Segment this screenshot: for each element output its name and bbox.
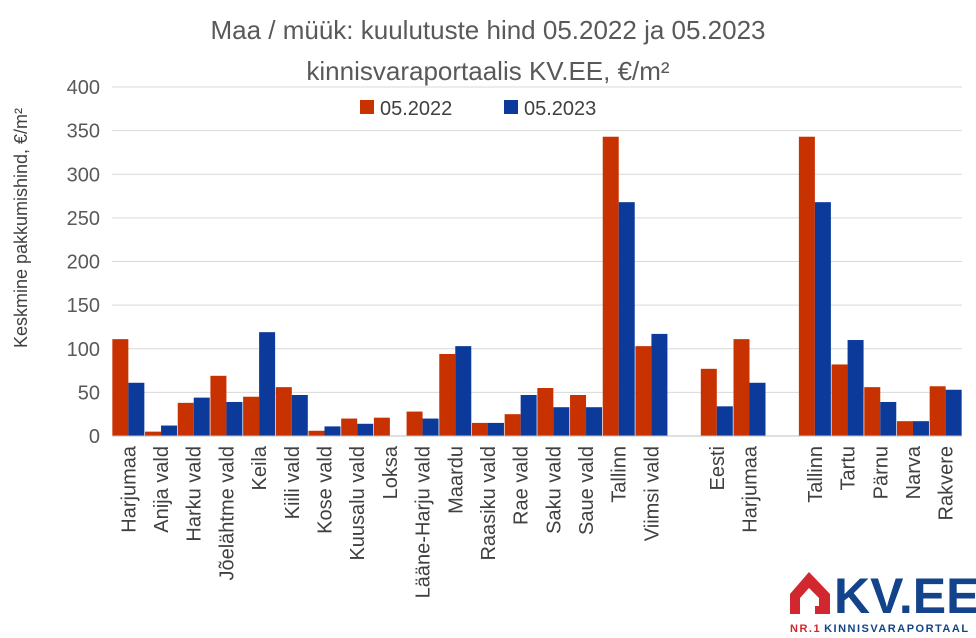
y-tick-label: 250 [67, 208, 100, 230]
bar-05.2023 [291, 394, 308, 436]
x-category-label: Anija vald [151, 446, 173, 533]
x-category-label: Keila [249, 445, 271, 490]
x-category-label: Pärnu [870, 446, 892, 499]
y-tick-label: 50 [78, 382, 100, 404]
legend-label-2022: 05.2022 [380, 98, 452, 120]
bar-05.2022 [406, 411, 423, 436]
bar-05.2022 [733, 339, 750, 436]
bar-05.2023 [422, 418, 439, 436]
bar-05.2023 [520, 394, 537, 436]
bar-05.2022 [275, 387, 292, 436]
x-category-label: Kuusalu vald [347, 446, 369, 561]
bar-05.2022 [439, 353, 456, 436]
bar-05.2022 [308, 430, 325, 436]
bar-05.2023 [193, 397, 210, 436]
bar-05.2022 [896, 421, 913, 436]
bar-05.2023 [455, 346, 472, 436]
bar-05.2022 [373, 417, 390, 436]
y-tick-label: 300 [67, 164, 100, 186]
legend-label-2023: 05.2023 [524, 98, 596, 120]
x-category-label: Kiili vald [282, 446, 304, 519]
legend-swatch-2023 [504, 100, 518, 114]
y-tick-label: 200 [67, 252, 100, 274]
bar-05.2022 [537, 388, 554, 436]
y-tick-label: 150 [67, 295, 100, 317]
x-category-label: Harjumaa [118, 445, 140, 533]
bar-05.2023 [128, 382, 145, 436]
x-category-label: Kose vald [315, 446, 337, 534]
bar-05.2022 [112, 339, 129, 436]
bar-05.2022 [831, 364, 848, 436]
chart-title: Maa / müük: kuulutuste hind 05.2022 ja 0… [210, 15, 765, 45]
bar-05.2022 [243, 396, 260, 436]
bar-05.2023 [880, 401, 897, 436]
bar-05.2023 [912, 421, 929, 436]
legend-swatch-2022 [360, 100, 374, 114]
x-category-label: Harku vald [184, 446, 206, 542]
y-tick-label: 400 [67, 77, 100, 99]
logo-tagline: NR.1 KINNISVARAPORTAAL [790, 623, 970, 635]
x-category-label: Tallinn [609, 446, 631, 503]
y-tick-label: 0 [89, 426, 100, 448]
x-category-label: Harjumaa [740, 445, 762, 533]
x-category-label: Jõelähtme vald [216, 446, 238, 581]
x-category-label: Saue vald [576, 446, 598, 535]
y-tick-label: 350 [67, 121, 100, 143]
logo-name: KV.EE [834, 568, 976, 624]
bar-05.2023 [618, 202, 635, 436]
bar-05.2022 [177, 402, 194, 436]
bar-05.2022 [635, 346, 652, 436]
y-tick-label: 100 [67, 339, 100, 361]
bar-05.2022 [471, 422, 488, 436]
bar-05.2023 [651, 333, 668, 436]
bar-05.2022 [700, 368, 717, 436]
chart-subtitle: kinnisvaraportaalis KV.EE, €/m² [306, 56, 670, 86]
x-category-label: Rae vald [511, 446, 533, 525]
x-category-label: Tallinn [805, 446, 827, 503]
x-category-label: Rakvere [936, 446, 958, 520]
bar-05.2022 [929, 386, 946, 436]
x-category-label: Tartu [838, 446, 860, 490]
x-category-label: Narva [903, 445, 925, 499]
gridlines [112, 86, 962, 393]
house-icon [790, 572, 830, 614]
x-category-label: Maardu [445, 446, 467, 514]
bar-05.2023 [226, 401, 243, 436]
x-category-label: Raasiku vald [478, 446, 500, 561]
bar-05.2023 [553, 407, 570, 436]
x-axis-categories: Harjumaa Anija vald Harku vald Jõelähtme va… [118, 445, 957, 598]
bar-05.2023 [324, 426, 341, 436]
bar-05.2022 [570, 394, 587, 436]
bar-05.2023 [259, 332, 276, 436]
x-category-label: Loksa [380, 445, 402, 499]
x-category-label: Viimsi vald [641, 446, 663, 541]
bar-05.2023 [716, 406, 733, 436]
x-category-label: Eesti [707, 446, 729, 490]
bar-05.2022 [145, 431, 162, 436]
bar-05.2022 [210, 375, 227, 436]
kv-ee-logo: KV.EE NR.1 KINNISVARAPORTAAL [790, 568, 976, 635]
bar-05.2022 [798, 136, 815, 437]
bar-05.2022 [504, 414, 521, 436]
y-axis-label: Keskmine pakkumishind, €/m² [11, 108, 31, 348]
bar-05.2023 [487, 422, 504, 436]
bar-05.2023 [586, 407, 603, 436]
x-category-label: Lääne-Harju vald [413, 446, 435, 598]
x-category-label: Saku vald [543, 446, 565, 534]
bar-05.2022 [602, 136, 619, 437]
bar-05.2022 [864, 387, 881, 436]
bar-05.2023 [814, 202, 831, 436]
bar-05.2023 [749, 382, 766, 436]
bar-05.2023 [161, 425, 178, 436]
bar-05.2023 [847, 340, 864, 436]
y-axis-ticks: 0 50 100 150 200 250 300 350 400 [67, 77, 100, 448]
bar-05.2022 [341, 418, 358, 436]
legend: 05.2022 05.2023 [360, 98, 596, 120]
bars [112, 136, 962, 437]
bar-05.2023 [357, 423, 374, 436]
bar-05.2023 [945, 389, 962, 436]
